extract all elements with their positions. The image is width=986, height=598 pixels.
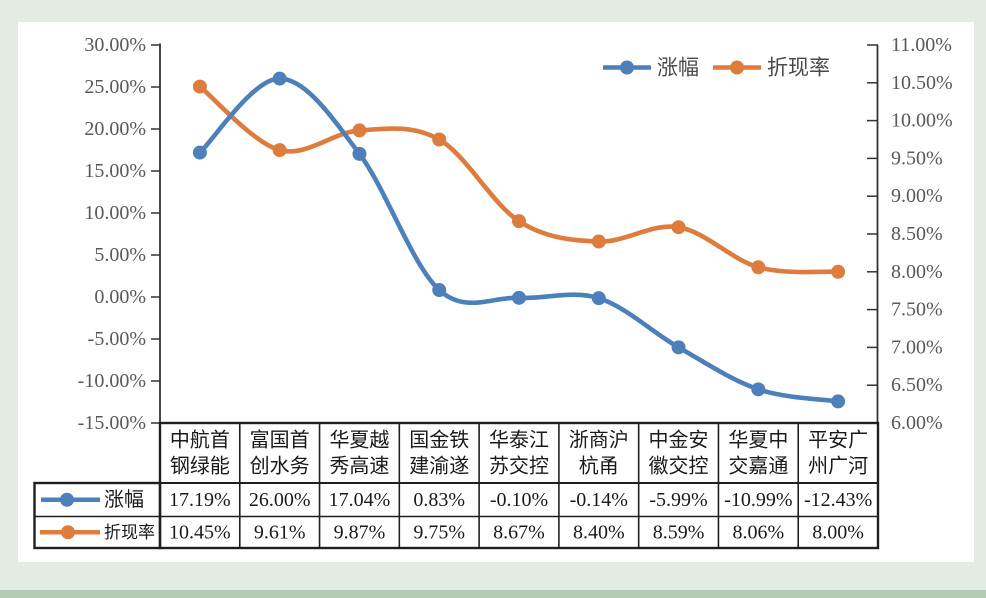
- discount-marker-4: [512, 214, 526, 229]
- left-axis-tick-label: 15.00%: [84, 160, 146, 182]
- table-key-marker-1: [61, 525, 75, 540]
- left-axis-tick-label: -15.00%: [78, 412, 146, 434]
- discount-marker-0: [192, 79, 207, 94]
- legend-label-0: 涨幅: [657, 56, 699, 80]
- table-key-marker-0: [60, 492, 74, 507]
- right-axis-tick-label: 6.00%: [891, 412, 943, 434]
- discount-marker-2: [352, 123, 367, 138]
- legend-key-marker-0: [620, 60, 634, 75]
- category-label-line1: 中航首: [170, 429, 230, 452]
- rise-marker-7: [751, 382, 766, 397]
- table-value-1-4: 8.67%: [493, 521, 545, 543]
- discount-marker-1: [272, 143, 287, 158]
- legend-key-marker-1: [730, 60, 744, 75]
- category-label-line2: 苏交控: [489, 455, 549, 478]
- table-value-0-4: -0.10%: [490, 489, 548, 511]
- legend-label-1: 折现率: [767, 56, 830, 80]
- rise-marker-0: [192, 145, 207, 160]
- category-label-line1: 平安广: [808, 429, 868, 452]
- table-value-1-1: 9.61%: [254, 521, 306, 543]
- table-value-0-1: 26.00%: [249, 489, 311, 511]
- rise-marker-6: [671, 340, 686, 355]
- table-value-1-7: 8.06%: [732, 521, 784, 543]
- category-label-line2: 州广河: [808, 455, 868, 478]
- discount-marker-6: [671, 220, 686, 235]
- right-axis-tick-label: 10.50%: [891, 72, 953, 94]
- chart-panel: [18, 22, 974, 562]
- left-axis-tick-label: 0.00%: [94, 286, 146, 308]
- category-label-line1: 华泰江: [489, 429, 549, 452]
- category-label-line2: 秀高速: [329, 455, 389, 478]
- table-value-0-8: -12.43%: [804, 489, 872, 511]
- rise-marker-8: [831, 394, 846, 409]
- discount-marker-8: [831, 264, 846, 279]
- discount-marker-7: [751, 260, 766, 275]
- category-label-line1: 华夏中: [728, 429, 788, 452]
- table-value-0-5: -0.14%: [570, 489, 628, 511]
- table-value-0-7: -10.99%: [724, 489, 792, 511]
- rise-marker-3: [432, 283, 447, 298]
- category-label-line2: 交嘉通: [728, 455, 788, 478]
- discount-marker-3: [432, 132, 447, 147]
- category-label-line2: 杭甬: [579, 455, 619, 478]
- category-label-line2: 建渝遂: [409, 455, 469, 478]
- category-label-line1: 国金铁: [409, 429, 469, 452]
- right-axis-tick-label: 10.00%: [891, 110, 953, 132]
- category-label-line2: 创水务: [250, 455, 310, 478]
- left-axis-tick-label: 20.00%: [84, 118, 146, 140]
- discount-line: [197, 84, 841, 275]
- category-label-line1: 华夏越: [329, 429, 389, 452]
- category-label-line1: 富国首: [250, 429, 310, 452]
- rise-line: [197, 76, 841, 404]
- right-axis-tick-label: 9.00%: [891, 185, 943, 207]
- left-axis-tick-label: 25.00%: [84, 76, 146, 98]
- right-axis-tick-label: 8.00%: [891, 261, 943, 283]
- table-value-1-2: 9.87%: [334, 521, 386, 543]
- right-axis-tick-label: 8.50%: [891, 223, 943, 245]
- table-value-0-0: 17.19%: [169, 489, 231, 511]
- category-label-line2: 钢绿能: [170, 455, 230, 478]
- table-value-0-2: 17.04%: [329, 489, 391, 511]
- table-value-1-3: 9.75%: [413, 521, 465, 543]
- category-label-line2: 徽交控: [649, 455, 709, 478]
- bottom-strip: [0, 590, 986, 598]
- table-row-label-1: 折现率: [104, 523, 155, 542]
- right-axis-tick-label: 11.00%: [891, 34, 952, 56]
- category-label-line1: 中金安: [649, 429, 709, 452]
- table-row-label-0: 涨幅: [104, 488, 144, 511]
- left-axis-tick-label: 5.00%: [94, 244, 146, 266]
- right-axis-tick-label: 9.50%: [891, 147, 943, 169]
- rise-marker-5: [591, 291, 606, 306]
- right-axis-tick-label: 7.50%: [891, 299, 943, 321]
- table-value-1-6: 8.59%: [653, 521, 705, 543]
- table-value-0-6: -5.99%: [649, 489, 707, 511]
- table-value-1-0: 10.45%: [169, 521, 231, 543]
- right-axis-tick-label: 6.50%: [891, 374, 943, 396]
- table-value-0-3: 0.83%: [413, 489, 465, 511]
- discount-marker-5: [591, 234, 606, 249]
- right-axis-tick-label: 7.00%: [891, 336, 943, 358]
- left-axis-tick-label: 30.00%: [84, 34, 146, 56]
- table-value-1-8: 8.00%: [812, 521, 864, 543]
- rise-marker-2: [352, 146, 367, 161]
- rise-marker-1: [272, 71, 287, 86]
- left-axis-tick-label: -10.00%: [78, 370, 146, 392]
- rise-marker-4: [512, 290, 526, 305]
- left-axis-tick-label: 10.00%: [84, 202, 146, 224]
- table-value-1-5: 8.40%: [573, 521, 625, 543]
- left-axis-tick-label: -5.00%: [88, 328, 146, 350]
- category-label-line1: 浙商沪: [569, 429, 629, 452]
